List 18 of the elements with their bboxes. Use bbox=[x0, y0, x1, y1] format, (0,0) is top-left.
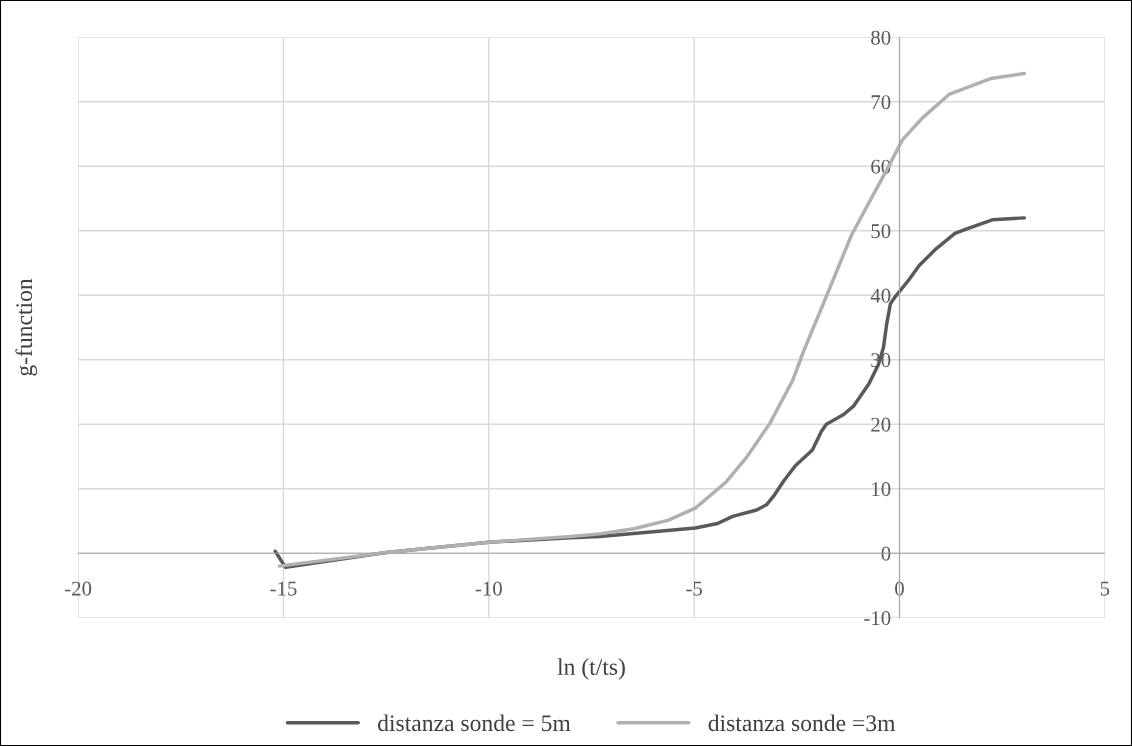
x-tick-label: -10 bbox=[475, 581, 502, 596]
y-tick-label: 10 bbox=[872, 482, 891, 497]
x-tick-label: 0 bbox=[895, 581, 904, 596]
y-axis-title: g-function bbox=[15, 278, 38, 376]
y-tick-label: 20 bbox=[871, 417, 891, 432]
x-axis-title: ln (t/ts) bbox=[557, 658, 625, 680]
legend-label: distanza sonde =3m bbox=[708, 714, 896, 732]
x-tick-label: -5 bbox=[686, 581, 703, 596]
y-tick-label: -10 bbox=[864, 611, 891, 626]
y-tick-label: 70 bbox=[871, 95, 891, 110]
legend-label: distanza sonde = 5m bbox=[378, 714, 571, 732]
x-tick-label: -15 bbox=[270, 581, 297, 596]
y-tick-label: 80 bbox=[871, 30, 891, 45]
y-tick-label: 0 bbox=[881, 546, 891, 561]
x-tick-label: 5 bbox=[1100, 581, 1110, 596]
x-tick-label: -20 bbox=[65, 581, 92, 596]
y-tick-label: 40 bbox=[870, 288, 891, 303]
y-tick-label: 50 bbox=[871, 224, 891, 239]
